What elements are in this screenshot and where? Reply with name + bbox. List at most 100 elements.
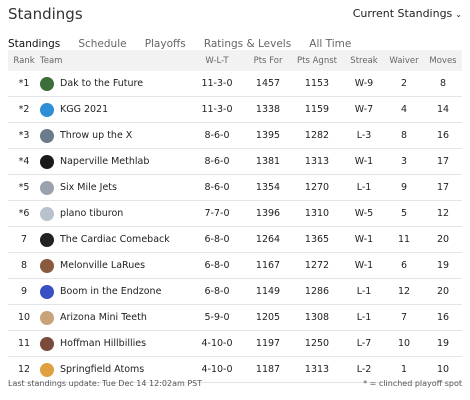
column-header-streak[interactable]: Streak [344,50,384,71]
waiver-cell: 8 [384,122,424,149]
pts-for-cell: 1149 [246,278,290,305]
column-header-rank[interactable]: Rank [8,50,40,71]
streak-cell: L-1 [344,278,384,305]
team-cell: Springfield Atoms [40,356,188,383]
column-header-pts-for[interactable]: Pts For [246,50,290,71]
table-row: *5 Six Mile Jets 8-6-0 1354 1270 L-1 9 17 [8,174,462,201]
rank-cell: *6 [8,200,40,227]
streak-cell: L-7 [344,330,384,357]
pts-against-cell: 1250 [290,330,344,357]
team-entry: Arizona Mini Teeth [40,310,188,325]
moves-cell: 20 [424,278,462,305]
wlt-cell: 4-10-0 [188,356,246,383]
team-cell: The Cardiac Comeback [40,226,188,253]
team-name-link[interactable]: KGG 2021 [60,104,109,115]
pts-for-cell: 1264 [246,226,290,253]
wlt-cell: 6-8-0 [188,226,246,253]
rank-cell: 11 [8,330,40,357]
table-row: 12 Springfield Atoms 4-10-0 1187 1313 L-2 1 10 [8,356,462,383]
column-header-waiver[interactable]: Waiver [384,50,424,71]
team-logo-icon[interactable] [40,180,54,195]
streak-cell: L-2 [344,356,384,383]
team-logo-icon[interactable] [40,128,54,143]
tab-standings[interactable]: Standings [8,38,61,50]
rank-cell: *5 [8,174,40,201]
team-name-link[interactable]: Springfield Atoms [60,364,145,375]
streak-cell: W-5 [344,200,384,227]
rank-cell: *4 [8,148,40,175]
team-logo-icon[interactable] [40,310,54,325]
team-logo-icon[interactable] [40,206,54,221]
table-row: 7 The Cardiac Comeback 6-8-0 1264 1365 W-1 11 2… [8,226,462,253]
pts-for-cell: 1396 [246,200,290,227]
clinched-legend: * = clinched playoff spot [363,379,462,388]
pts-for-cell: 1197 [246,330,290,357]
pts-against-cell: 1308 [290,304,344,331]
team-cell: plano tiburon [40,200,188,227]
rank-cell: 12 [8,356,40,383]
team-logo-icon[interactable] [40,102,54,117]
team-cell: Melonville LaRues [40,252,188,279]
tab-schedule[interactable]: Schedule [78,38,127,50]
pts-against-cell: 1272 [290,252,344,279]
team-logo-icon[interactable] [40,154,54,169]
team-logo-icon[interactable] [40,362,54,377]
pts-for-cell: 1395 [246,122,290,149]
pts-against-cell: 1313 [290,148,344,175]
rank-cell: *2 [8,96,40,123]
team-cell: Dak to the Future [40,71,188,97]
team-entry: Dak to the Future [40,76,188,91]
waiver-cell: 2 [384,71,424,97]
tab-playoffs[interactable]: Playoffs [144,38,186,50]
column-header-wlt[interactable]: W-L-T [188,50,246,71]
rank-cell: 7 [8,226,40,253]
team-name-link[interactable]: Arizona Mini Teeth [60,312,147,323]
table-row: 8 Melonville LaRues 6-8-0 1167 1272 W-1 6 19 [8,252,462,279]
moves-cell: 16 [424,122,462,149]
tab-ratings-levels[interactable]: Ratings & Levels [203,38,292,50]
streak-cell: W-1 [344,148,384,175]
moves-cell: 12 [424,200,462,227]
pts-against-cell: 1270 [290,174,344,201]
wlt-cell: 11-3-0 [188,71,246,97]
table-row: 9 Boom in the Endzone 6-8-0 1149 1286 L-1 12 20 [8,278,462,305]
team-name-link[interactable]: Melonville LaRues [60,260,146,271]
waiver-cell: 10 [384,330,424,357]
team-name-link[interactable]: Hoffman Hillbillies [60,338,147,349]
team-name-link[interactable]: Dak to the Future [60,78,144,89]
rank-cell: *1 [8,71,40,97]
team-name-link[interactable]: The Cardiac Comeback [60,234,170,245]
team-name-link[interactable]: Boom in the Endzone [60,286,162,297]
waiver-cell: 3 [384,148,424,175]
pts-for-cell: 1338 [246,96,290,123]
team-entry: KGG 2021 [40,102,188,117]
wlt-cell: 8-6-0 [188,122,246,149]
pts-against-cell: 1282 [290,122,344,149]
table-row: 10 Arizona Mini Teeth 5-9-0 1205 1308 L-1 7 16 [8,304,462,331]
table-row: *6 plano tiburon 7-7-0 1396 1310 W-5 5 12 [8,200,462,227]
pts-against-cell: 1286 [290,278,344,305]
team-name-link[interactable]: Six Mile Jets [60,182,117,193]
tab-all-time[interactable]: All Time [309,38,352,50]
team-entry: Springfield Atoms [40,362,188,377]
waiver-cell: 6 [384,252,424,279]
streak-cell: W-9 [344,71,384,97]
team-logo-icon[interactable] [40,76,54,91]
team-name-link[interactable]: plano tiburon [60,208,124,219]
column-header-moves[interactable]: Moves [424,50,462,71]
wlt-cell: 11-3-0 [188,96,246,123]
team-logo-icon[interactable] [40,284,54,299]
pts-against-cell: 1153 [290,71,344,97]
team-name-link[interactable]: Naperville Methlab [60,156,150,167]
standings-view-dropdown[interactable]: Current Standings ⌄ [353,7,462,20]
team-name-link[interactable]: Throw up the X [60,130,133,141]
team-logo-icon[interactable] [40,232,54,247]
team-logo-icon[interactable] [40,336,54,351]
waiver-cell: 11 [384,226,424,253]
team-logo-icon[interactable] [40,258,54,273]
column-header-pts-against[interactable]: Pts Agnst [290,50,344,71]
table-row: *1 Dak to the Future 11-3-0 1457 1153 W-9 2 8 [8,71,462,97]
column-header-team[interactable]: Team [40,50,188,71]
waiver-cell: 7 [384,304,424,331]
pts-for-cell: 1187 [246,356,290,383]
